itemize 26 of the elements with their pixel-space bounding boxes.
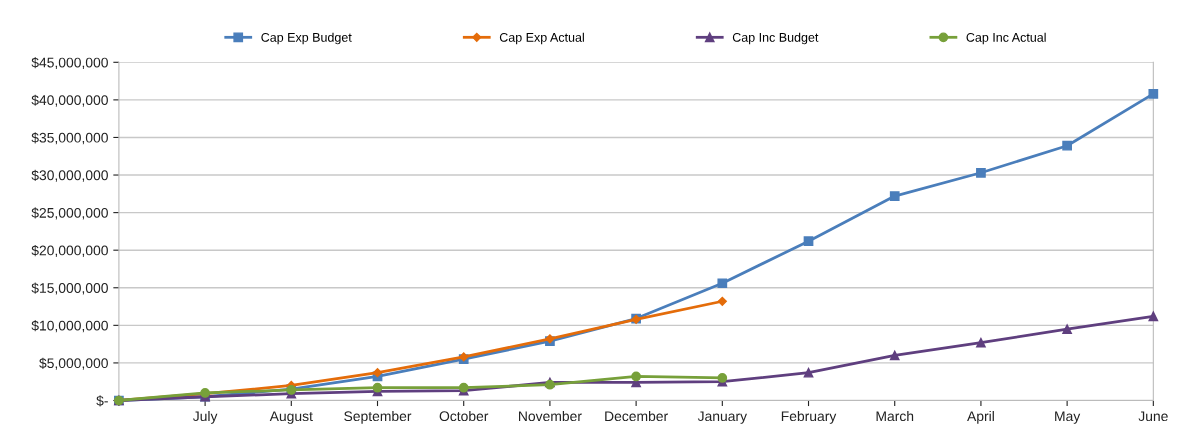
- legend-label: Cap Inc Actual: [966, 32, 1046, 45]
- legend-label: Cap Exp Actual: [499, 32, 584, 45]
- legend-label: Cap Inc Budget: [732, 32, 819, 45]
- y-tick-label: $40,000,000: [31, 94, 108, 107]
- y-tick-label: $5,000,000: [39, 357, 108, 370]
- y-tick-label: $20,000,000: [31, 244, 108, 257]
- y-tick-label: $30,000,000: [31, 169, 108, 182]
- x-tick-label: February: [781, 410, 837, 424]
- x-tick-label: May: [1055, 411, 1081, 424]
- x-tick-label: September: [344, 410, 412, 424]
- x-tick-label: April: [967, 410, 994, 424]
- x-tick-label: June: [1138, 411, 1168, 422]
- y-tick-label: $15,000,000: [31, 282, 108, 295]
- x-tick-label: March: [876, 410, 914, 422]
- legend-label: Cap Exp Budget: [261, 32, 352, 45]
- y-tick-label: $-: [96, 395, 108, 407]
- y-tick-label: $35,000,000: [31, 132, 108, 145]
- y-tick-label: $25,000,000: [31, 207, 108, 220]
- y-tick-label: $10,000,000: [31, 320, 108, 333]
- y-tick-label: $45,000,000: [31, 57, 108, 70]
- x-tick-label: November: [519, 410, 582, 422]
- x-tick-label: August: [269, 411, 313, 424]
- x-tick-label: December: [605, 410, 668, 422]
- x-tick-label: January: [697, 411, 747, 424]
- x-tick-label: July: [192, 410, 218, 424]
- x-tick-label: October: [439, 410, 489, 422]
